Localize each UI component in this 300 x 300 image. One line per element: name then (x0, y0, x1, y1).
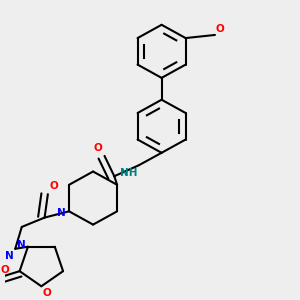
Text: N: N (57, 208, 66, 218)
Text: O: O (0, 265, 9, 275)
Text: O: O (43, 288, 52, 298)
Text: O: O (93, 143, 102, 153)
Text: O: O (216, 24, 224, 34)
Text: NH: NH (120, 168, 137, 178)
Text: O: O (50, 181, 58, 191)
Text: N: N (5, 251, 14, 261)
Text: N: N (16, 240, 25, 250)
